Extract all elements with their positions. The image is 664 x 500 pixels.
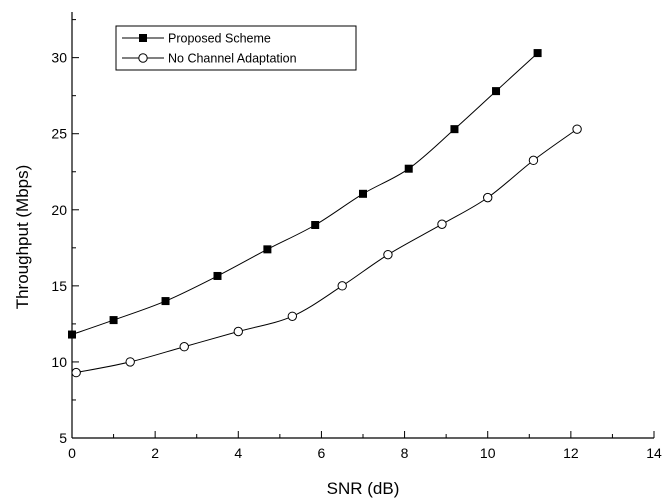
axes: 0 2 4 6 8 10 12 14 5 10 15 20 25 30 — [51, 12, 662, 461]
data-point — [492, 87, 501, 96]
data-point — [263, 245, 272, 254]
y-tick-label: 15 — [51, 278, 67, 294]
data-point — [533, 49, 542, 58]
x-tick-label: 2 — [151, 445, 159, 461]
data-point — [437, 219, 447, 229]
series-proposed-scheme — [68, 49, 542, 339]
legend-box — [115, 25, 357, 71]
x-tick-label: 4 — [234, 445, 242, 461]
x-tick-label: 0 — [68, 445, 76, 461]
y-tick-label: 5 — [59, 430, 67, 446]
legend-label: No Channel Adaptation — [168, 52, 297, 66]
data-point — [179, 342, 189, 352]
legend: Proposed Scheme No Channel Adaptation — [115, 25, 357, 71]
data-point — [450, 125, 459, 134]
data-point — [404, 164, 413, 173]
data-point — [311, 221, 320, 229]
series-line — [71, 52, 538, 336]
data-point — [71, 367, 81, 378]
data-point — [337, 281, 347, 291]
series-layer — [68, 49, 582, 378]
y-tick-label: 20 — [51, 202, 67, 218]
data-point — [68, 330, 76, 339]
x-axis-title: SNR (dB) — [327, 479, 400, 498]
data-point — [572, 124, 582, 134]
y-tick-label: 25 — [51, 126, 67, 142]
y-axis-title: Throughput (Mbps) — [13, 165, 32, 310]
data-point — [287, 311, 298, 321]
y-tick-label: 10 — [51, 354, 67, 370]
data-point — [161, 297, 170, 306]
y-tick-label: 30 — [51, 50, 67, 66]
x-tick-label: 8 — [401, 445, 409, 461]
x-tick-label: 6 — [318, 445, 326, 461]
series-line — [76, 128, 578, 374]
series-no-channel-adaptation — [71, 124, 582, 378]
legend-marker — [139, 34, 147, 42]
data-point — [483, 192, 493, 203]
legend-label: Proposed Scheme — [168, 32, 271, 46]
x-tick-label: 14 — [646, 445, 662, 461]
x-tick-label: 10 — [480, 445, 496, 461]
x-tick-label: 12 — [563, 445, 579, 461]
data-point — [125, 357, 135, 367]
data-point — [383, 249, 393, 260]
data-point — [359, 189, 367, 198]
data-point — [528, 155, 539, 166]
legend-marker — [138, 53, 148, 63]
data-point — [213, 271, 222, 280]
data-point — [233, 326, 243, 337]
data-point — [109, 316, 118, 325]
